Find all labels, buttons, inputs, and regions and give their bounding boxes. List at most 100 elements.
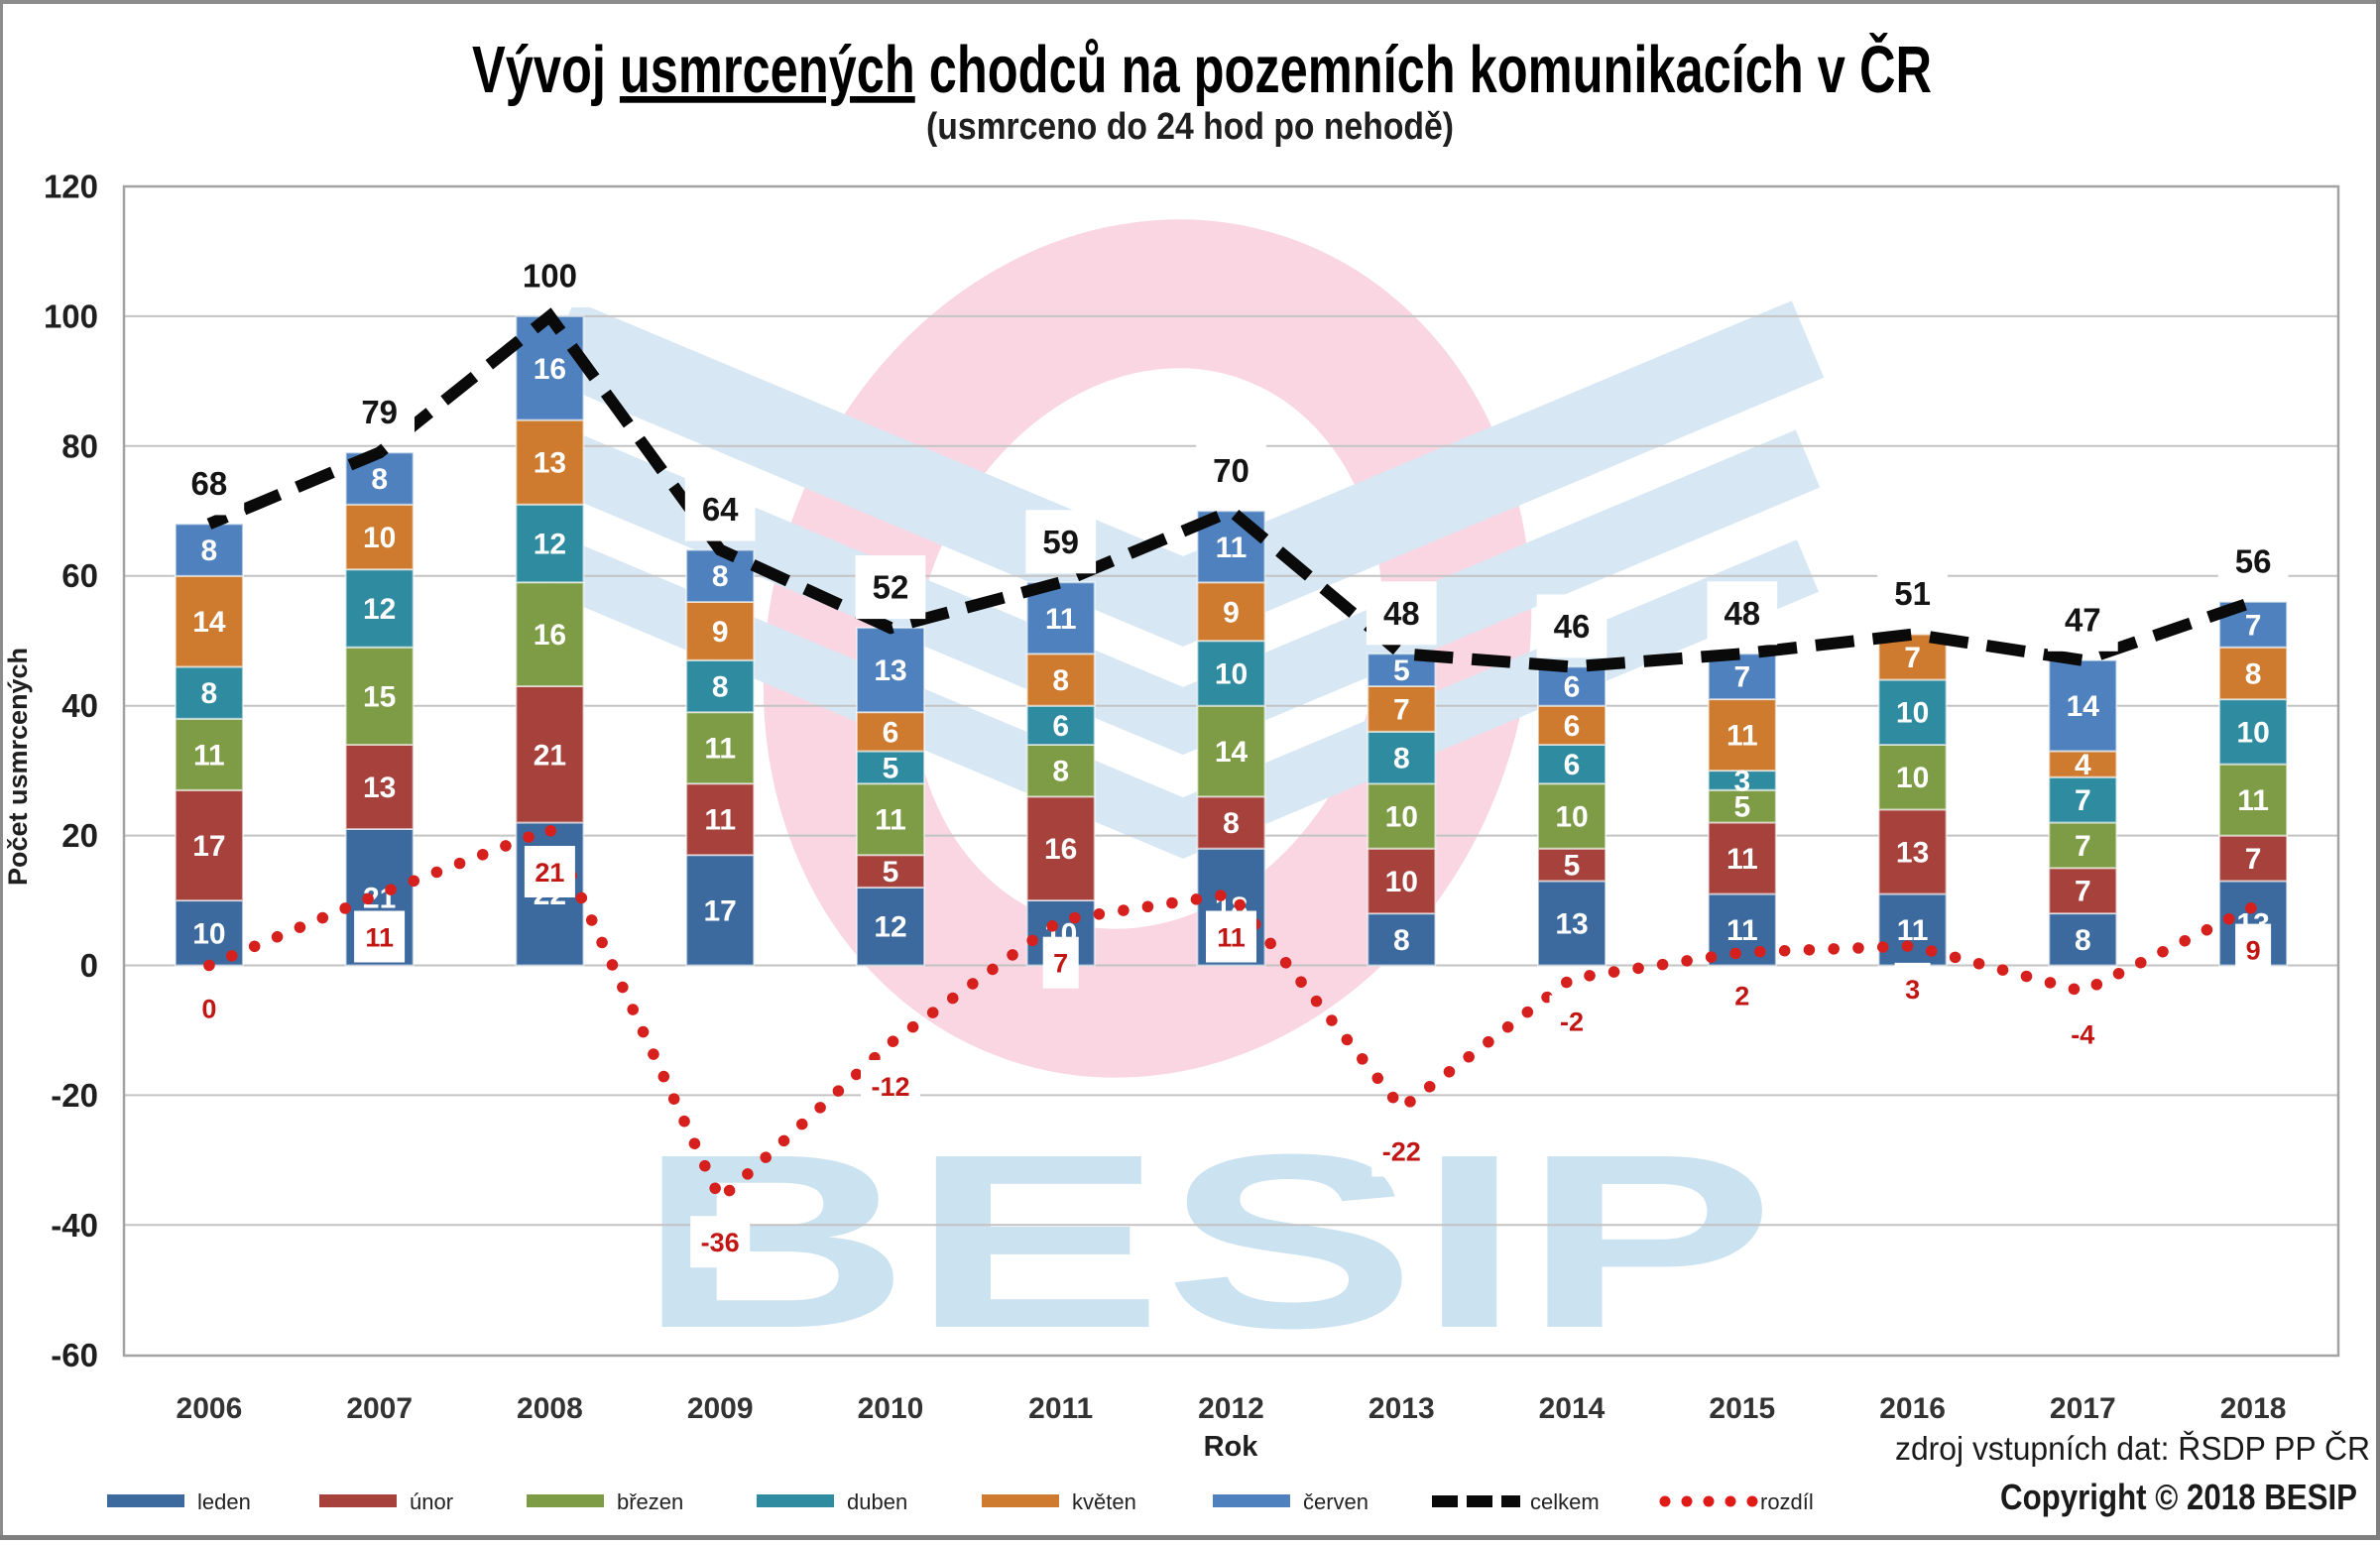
svg-text:7: 7 bbox=[2075, 876, 2091, 908]
svg-text:2009: 2009 bbox=[687, 1392, 754, 1425]
svg-text:7: 7 bbox=[2245, 843, 2262, 876]
svg-text:květen: květen bbox=[1072, 1489, 1136, 1514]
svg-text:duben: duben bbox=[847, 1489, 907, 1514]
svg-text:11: 11 bbox=[365, 923, 394, 953]
svg-text:2016: 2016 bbox=[1879, 1392, 1946, 1425]
svg-text:10: 10 bbox=[1215, 657, 1248, 690]
svg-text:17: 17 bbox=[704, 894, 737, 927]
svg-text:6: 6 bbox=[883, 716, 899, 749]
svg-text:8: 8 bbox=[2245, 657, 2262, 690]
svg-text:-40: -40 bbox=[51, 1207, 98, 1244]
svg-text:Počet usmrcených: Počet usmrcených bbox=[3, 648, 33, 886]
svg-text:0: 0 bbox=[80, 947, 98, 984]
svg-text:8: 8 bbox=[1393, 743, 1410, 775]
svg-text:10: 10 bbox=[1555, 800, 1588, 833]
svg-text:5: 5 bbox=[883, 856, 899, 889]
svg-text:-2: -2 bbox=[1560, 1008, 1584, 1037]
svg-text:13: 13 bbox=[874, 654, 906, 687]
svg-text:13: 13 bbox=[534, 447, 566, 480]
svg-text:11: 11 bbox=[193, 739, 225, 772]
svg-text:5: 5 bbox=[1733, 791, 1750, 824]
svg-text:2013: 2013 bbox=[1368, 1392, 1435, 1425]
svg-text:56: 56 bbox=[2235, 542, 2272, 579]
svg-text:březen: březen bbox=[617, 1489, 683, 1514]
svg-text:12: 12 bbox=[874, 911, 906, 944]
svg-text:9: 9 bbox=[712, 616, 729, 649]
svg-text:48: 48 bbox=[1383, 595, 1420, 632]
svg-text:11: 11 bbox=[1726, 914, 1758, 947]
svg-text:8: 8 bbox=[371, 463, 388, 496]
svg-text:46: 46 bbox=[1554, 608, 1591, 645]
svg-text:52: 52 bbox=[873, 569, 909, 606]
svg-text:7: 7 bbox=[1393, 693, 1410, 726]
svg-text:11: 11 bbox=[704, 733, 736, 766]
svg-text:60: 60 bbox=[61, 557, 98, 594]
svg-text:rozdíl: rozdíl bbox=[1760, 1489, 1814, 1514]
svg-text:2017: 2017 bbox=[2050, 1392, 2116, 1425]
svg-text:4: 4 bbox=[2075, 749, 2091, 781]
svg-text:2018: 2018 bbox=[2220, 1392, 2287, 1425]
svg-text:13: 13 bbox=[1896, 836, 1929, 869]
svg-text:6: 6 bbox=[1564, 749, 1581, 781]
svg-text:10: 10 bbox=[1896, 762, 1929, 794]
svg-text:10: 10 bbox=[1896, 697, 1929, 730]
svg-text:3: 3 bbox=[1733, 765, 1750, 797]
svg-text:celkem: celkem bbox=[1530, 1489, 1600, 1514]
svg-text:-22: -22 bbox=[1382, 1137, 1421, 1167]
svg-text:64: 64 bbox=[702, 491, 739, 528]
svg-text:Rok: Rok bbox=[1204, 1431, 1259, 1463]
svg-text:2012: 2012 bbox=[1198, 1392, 1264, 1425]
svg-text:10: 10 bbox=[363, 522, 396, 554]
svg-text:59: 59 bbox=[1042, 524, 1079, 560]
svg-text:8: 8 bbox=[201, 677, 218, 710]
svg-text:7: 7 bbox=[2075, 830, 2091, 863]
svg-text:Vývoj usmrcených chodců na poz: Vývoj usmrcených chodců na pozemních kom… bbox=[472, 33, 1932, 107]
svg-text:15: 15 bbox=[363, 680, 396, 713]
svg-text:11: 11 bbox=[1726, 720, 1758, 753]
svg-text:-12: -12 bbox=[871, 1072, 909, 1102]
svg-text:8: 8 bbox=[201, 535, 218, 567]
svg-text:100: 100 bbox=[44, 297, 98, 334]
svg-text:10: 10 bbox=[1385, 866, 1418, 898]
svg-text:6: 6 bbox=[1564, 710, 1581, 743]
svg-text:11: 11 bbox=[704, 804, 736, 837]
svg-text:5: 5 bbox=[883, 752, 899, 784]
svg-text:13: 13 bbox=[1555, 908, 1588, 941]
svg-text:8: 8 bbox=[712, 671, 729, 704]
svg-text:8: 8 bbox=[2075, 924, 2091, 957]
svg-text:70: 70 bbox=[1213, 452, 1250, 489]
svg-text:20: 20 bbox=[61, 817, 98, 854]
svg-text:3: 3 bbox=[1905, 975, 1920, 1005]
svg-text:(usmrceno do 24 hod po nehodě): (usmrceno do 24 hod po nehodě) bbox=[926, 106, 1454, 148]
svg-text:11: 11 bbox=[875, 804, 906, 837]
svg-text:2006: 2006 bbox=[177, 1392, 243, 1425]
svg-text:21: 21 bbox=[534, 739, 566, 772]
svg-text:7: 7 bbox=[1053, 949, 1068, 979]
svg-text:-60: -60 bbox=[51, 1337, 98, 1373]
svg-text:11: 11 bbox=[2237, 784, 2269, 817]
svg-text:14: 14 bbox=[192, 606, 226, 639]
svg-text:2: 2 bbox=[1734, 981, 1749, 1010]
svg-text:16: 16 bbox=[534, 353, 566, 386]
svg-text:12: 12 bbox=[363, 593, 396, 626]
svg-text:únor: únor bbox=[410, 1489, 453, 1514]
svg-text:10: 10 bbox=[1385, 800, 1418, 833]
svg-text:11: 11 bbox=[1217, 923, 1246, 953]
svg-text:-20: -20 bbox=[51, 1077, 98, 1114]
svg-text:8: 8 bbox=[1052, 664, 1069, 697]
svg-text:5: 5 bbox=[1564, 850, 1581, 883]
svg-text:5: 5 bbox=[1393, 654, 1410, 687]
svg-text:13: 13 bbox=[363, 772, 396, 804]
svg-text:11: 11 bbox=[1216, 532, 1248, 564]
svg-text:červen: červen bbox=[1303, 1489, 1368, 1514]
svg-text:120: 120 bbox=[44, 169, 98, 205]
svg-text:40: 40 bbox=[61, 687, 98, 724]
svg-text:16: 16 bbox=[534, 619, 566, 652]
svg-text:17: 17 bbox=[192, 830, 225, 863]
svg-text:8: 8 bbox=[1223, 807, 1240, 840]
svg-text:21: 21 bbox=[535, 858, 564, 888]
svg-text:zdroj vstupních dat: ŘSDP PP Č: zdroj vstupních dat: ŘSDP PP ČR bbox=[1895, 1430, 2370, 1467]
svg-text:8: 8 bbox=[1393, 924, 1410, 957]
svg-text:10: 10 bbox=[2236, 716, 2269, 749]
svg-text:7: 7 bbox=[2245, 609, 2262, 642]
